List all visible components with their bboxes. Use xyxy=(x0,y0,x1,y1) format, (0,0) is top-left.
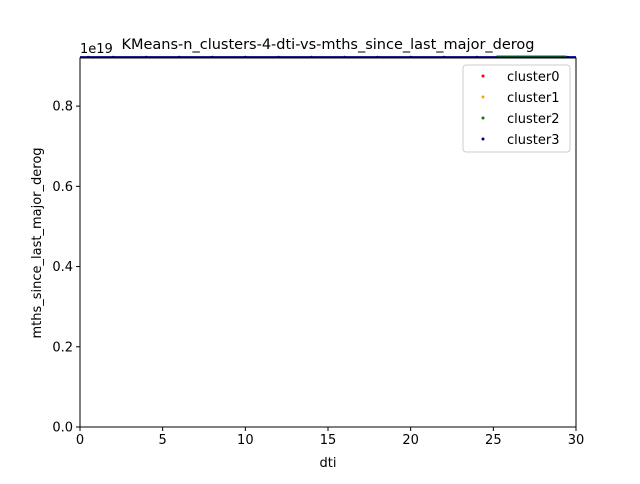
legend-marker-cluster2 xyxy=(481,116,485,120)
y-tick-label: 0.2 xyxy=(52,340,73,355)
x-tick-label: 0 xyxy=(76,433,84,448)
y-tick-label: 0.0 xyxy=(52,421,73,436)
legend-marker-cluster0 xyxy=(481,74,485,78)
x-tick-label: 25 xyxy=(485,433,502,448)
chart-title: KMeans-n_clusters-4-dti-vs-mths_since_la… xyxy=(121,37,534,53)
legend-label-cluster1: cluster1 xyxy=(507,91,559,106)
y-axis: 0.0 0.2 0.4 0.6 0.8 xyxy=(52,100,80,436)
x-axis-label: dti xyxy=(320,456,337,471)
legend-marker-cluster3 xyxy=(481,137,485,141)
x-tick-label: 5 xyxy=(159,433,167,448)
y-offset-label: 1e19 xyxy=(80,42,113,57)
legend-marker-cluster1 xyxy=(481,95,485,99)
y-tick-label: 0.6 xyxy=(52,180,73,195)
y-tick-label: 0.8 xyxy=(52,100,73,115)
x-tick-label: 15 xyxy=(320,433,337,448)
legend-label-cluster2: cluster2 xyxy=(507,112,559,127)
legend: cluster0 cluster1 cluster2 cluster3 xyxy=(462,64,571,153)
x-tick-label: 20 xyxy=(402,433,419,448)
legend-label-cluster3: cluster3 xyxy=(507,133,559,148)
x-axis: 0 5 10 15 20 25 30 xyxy=(76,427,584,448)
x-tick-label: 10 xyxy=(237,433,254,448)
legend-label-cluster0: cluster0 xyxy=(507,70,559,85)
legend-box xyxy=(462,64,571,153)
y-axis-label: mths_since_last_major_derog xyxy=(30,147,45,338)
y-tick-label: 0.4 xyxy=(52,260,73,275)
x-tick-label: 30 xyxy=(568,433,585,448)
